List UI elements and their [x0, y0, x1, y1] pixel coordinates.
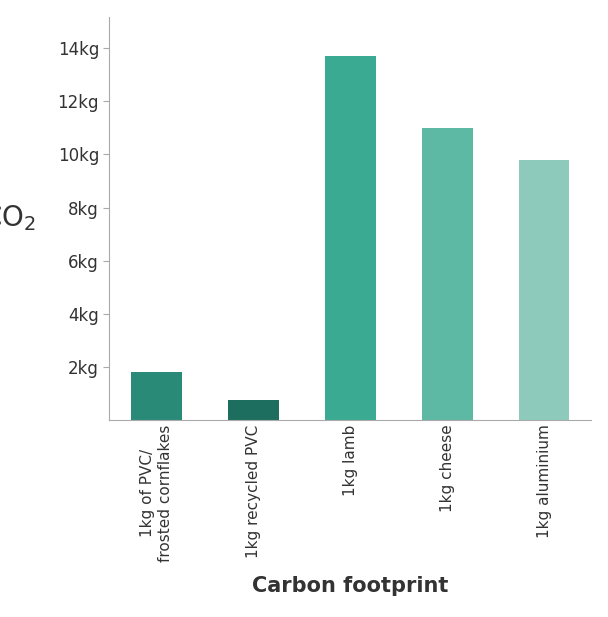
Bar	[228, 400, 278, 420]
Bar	[519, 160, 570, 420]
Bar	[131, 372, 182, 420]
Bar	[422, 128, 472, 420]
X-axis label: Carbon footprint: Carbon footprint	[252, 576, 449, 595]
Bar	[325, 56, 376, 420]
Y-axis label: CO$_2$: CO$_2$	[0, 203, 36, 233]
